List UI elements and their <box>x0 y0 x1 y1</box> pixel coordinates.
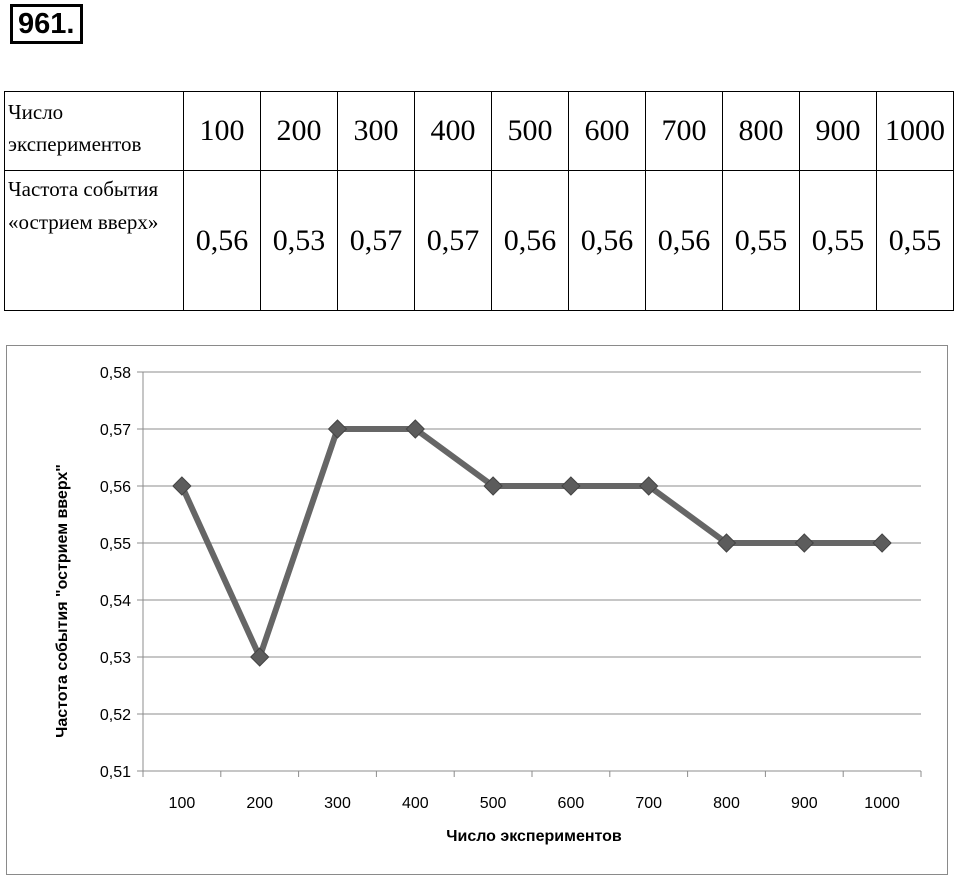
frequency-cell: 0,56 <box>183 170 261 311</box>
problem-number: 961. <box>10 4 84 44</box>
x-axis-title: Число экспериментов <box>446 828 622 845</box>
experiments-cell: 600 <box>568 91 646 171</box>
data-point-marker <box>249 647 270 667</box>
chart-frame: 0,51 0,52 0,53 0,54 0,55 0,56 0,57 0,58 100 200 30… <box>6 345 948 875</box>
frequency-cell: 0,56 <box>645 170 723 311</box>
x-tick-label: 900 <box>791 795 818 812</box>
y-tick-label: 0,53 <box>100 650 131 667</box>
line-chart: 0,51 0,52 0,53 0,54 0,55 0,56 0,57 0,58 100 200 30… <box>54 365 922 845</box>
y-tick-label: 0,55 <box>100 536 131 553</box>
x-tick-label: 800 <box>713 795 740 812</box>
y-tick-label: 0,52 <box>100 707 131 724</box>
x-tick-label: 500 <box>480 795 507 812</box>
experiments-cell: 500 <box>491 91 569 171</box>
axis-layer <box>137 371 922 777</box>
y-tick-label: 0,51 <box>100 764 131 781</box>
y-tick-label: 0,56 <box>100 479 131 496</box>
data-point-marker <box>872 533 892 553</box>
experiments-cell: 100 <box>183 91 261 171</box>
experiments-cell: 1000 <box>876 91 954 171</box>
frequency-cell: 0,57 <box>337 170 415 311</box>
series-layer <box>179 426 883 660</box>
label-layer: 0,51 0,52 0,53 0,54 0,55 0,56 0,57 0,58 100 200 30… <box>100 365 900 812</box>
x-tick-label: 100 <box>169 795 196 812</box>
experiments-cell: 400 <box>414 91 492 171</box>
frequency-cell: 0,55 <box>799 170 877 311</box>
x-tick-label: 1000 <box>864 795 900 812</box>
data-point-marker <box>172 476 192 496</box>
frequency-cell: 0,55 <box>876 170 954 311</box>
frequency-cell: 0,55 <box>722 170 800 311</box>
experiments-row-label: Число экспериментов <box>4 91 184 171</box>
x-tick-label: 700 <box>635 795 662 812</box>
y-tick-label: 0,54 <box>100 593 131 610</box>
y-axis-title: Частота события "острием вверх" <box>54 464 71 738</box>
frequency-cell: 0,57 <box>414 170 492 311</box>
frequency-cell: 0,56 <box>568 170 646 311</box>
experiments-row: Число экспериментов 100 200 300 400 500 … <box>4 91 954 171</box>
experiments-cell: 800 <box>722 91 800 171</box>
experiments-cell: 700 <box>645 91 723 171</box>
marker-layer <box>172 419 892 667</box>
x-tick-label: 300 <box>324 795 351 812</box>
x-tick-label: 400 <box>402 795 429 812</box>
data-point-marker <box>716 533 737 553</box>
data-point-marker <box>561 476 581 496</box>
data-point-marker <box>638 476 659 496</box>
y-tick-label: 0,58 <box>100 365 131 382</box>
experiments-cell: 200 <box>260 91 338 171</box>
frequency-row: Частота события «острием вверх» 0,56 0,5… <box>4 170 954 311</box>
data-point-marker <box>327 419 348 439</box>
experiments-cell: 900 <box>799 91 877 171</box>
x-tick-label: 200 <box>246 795 273 812</box>
frequency-cell: 0,56 <box>491 170 569 311</box>
data-point-marker <box>794 533 815 553</box>
data-point-marker <box>483 476 503 496</box>
experiments-cell: 300 <box>337 91 415 171</box>
data-table: Число экспериментов 100 200 300 400 500 … <box>4 91 954 311</box>
series-line <box>179 426 883 660</box>
data-point-marker <box>405 419 426 439</box>
frequency-row-label: Частота события «острием вверх» <box>4 170 184 311</box>
y-tick-label: 0,57 <box>100 422 131 439</box>
frequency-cell: 0,53 <box>260 170 338 311</box>
x-tick-label: 600 <box>558 795 585 812</box>
